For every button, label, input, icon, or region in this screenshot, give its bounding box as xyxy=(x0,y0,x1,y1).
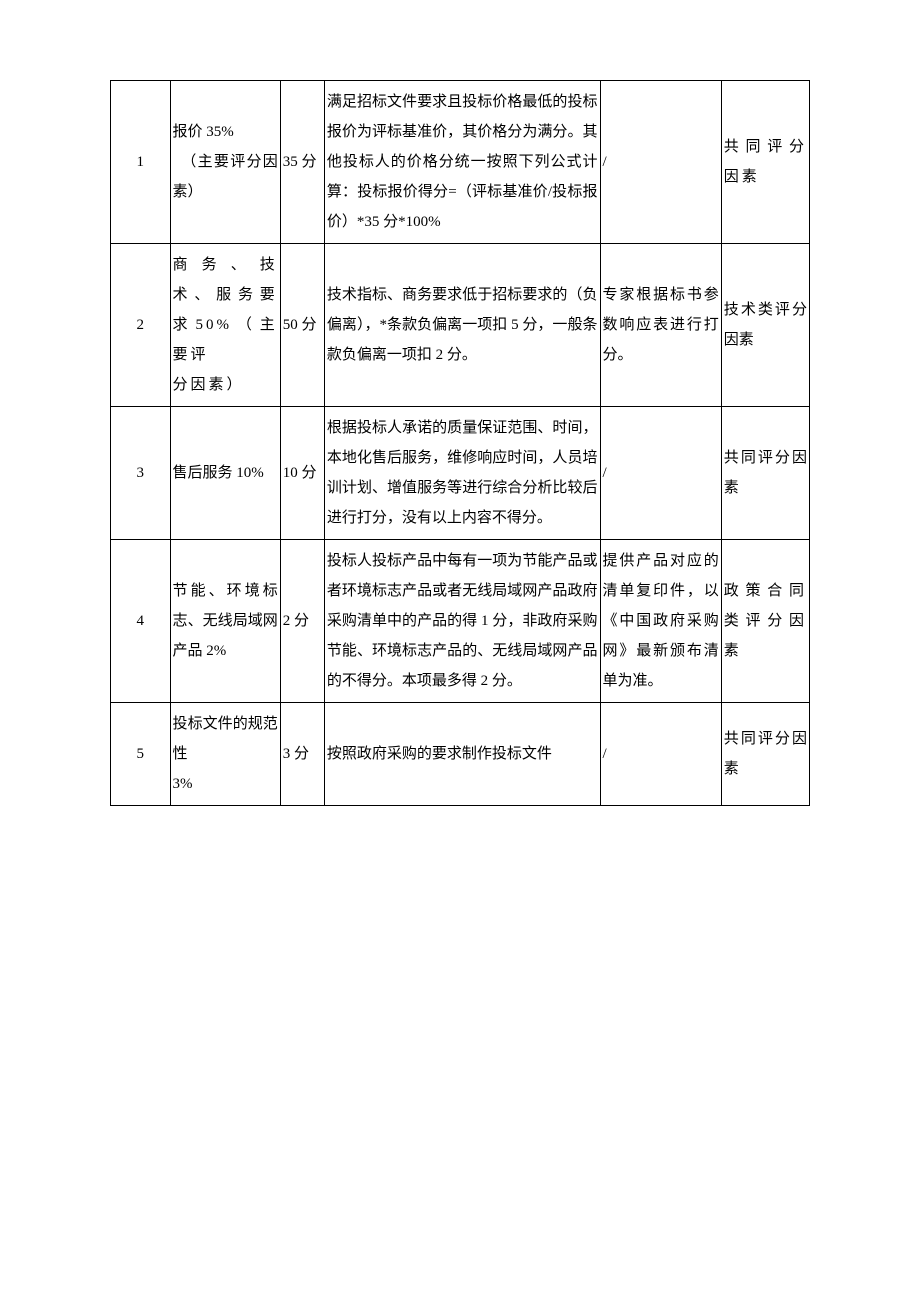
row-desc: 技术指标、商务要求低于招标要求的（负偏离），*条款负偏离一项扣 5 分，一般条款… xyxy=(324,244,600,407)
row-num: 2 xyxy=(111,244,171,407)
row-desc: 根据投标人承诺的质量保证范围、时间，本地化售后服务，维修响应时间，人员培训计划、… xyxy=(324,407,600,540)
row-desc: 投标人投标产品中每有一项为节能产品或者环境标志产品或者无线局域网产品政府采购清单… xyxy=(324,540,600,703)
row-item: 报价 35% （主要评分因素） xyxy=(170,81,280,244)
scoring-criteria-table: 1 报价 35% （主要评分因素） 35 分 满足招标文件要求且投标价格最低的投… xyxy=(110,80,810,806)
table-row: 3 售后服务 10% 10 分 根据投标人承诺的质量保证范围、时间，本地化售后服… xyxy=(111,407,810,540)
row-num: 4 xyxy=(111,540,171,703)
row-basis: / xyxy=(600,407,721,540)
row-category: 政策合同类评分因素 xyxy=(721,540,809,703)
row-category: 技术类评分因素 xyxy=(721,244,809,407)
row-category: 共同评分因素 xyxy=(721,81,809,244)
row-score: 50 分 xyxy=(280,244,324,407)
row-item: 投标文件的规范性3% xyxy=(170,703,280,806)
row-desc: 按照政府采购的要求制作投标文件 xyxy=(324,703,600,806)
table-body: 1 报价 35% （主要评分因素） 35 分 满足招标文件要求且投标价格最低的投… xyxy=(111,81,810,806)
row-category: 共同评分因素 xyxy=(721,703,809,806)
row-basis: / xyxy=(600,703,721,806)
table-row: 4 节能、环境标志、无线局域网产品 2% 2 分 投标人投标产品中每有一项为节能… xyxy=(111,540,810,703)
row-desc: 满足招标文件要求且投标价格最低的投标报价为评标基准价，其价格分为满分。其他投标人… xyxy=(324,81,600,244)
row-basis: 专家根据标书参数响应表进行打分。 xyxy=(600,244,721,407)
row-basis: / xyxy=(600,81,721,244)
row-score: 35 分 xyxy=(280,81,324,244)
row-basis: 提供产品对应的清单复印件，以《中国政府采购网》最新颁布清单为准。 xyxy=(600,540,721,703)
row-score: 3 分 xyxy=(280,703,324,806)
row-item: 节能、环境标志、无线局域网产品 2% xyxy=(170,540,280,703)
row-score: 2 分 xyxy=(280,540,324,703)
row-item: 售后服务 10% xyxy=(170,407,280,540)
table-row: 1 报价 35% （主要评分因素） 35 分 满足招标文件要求且投标价格最低的投… xyxy=(111,81,810,244)
table-row: 2 商务、技术、服务要求50%（主要评分因素） 50 分 技术指标、商务要求低于… xyxy=(111,244,810,407)
row-category: 共同评分因素 xyxy=(721,407,809,540)
table-row: 5 投标文件的规范性3% 3 分 按照政府采购的要求制作投标文件 / 共同评分因… xyxy=(111,703,810,806)
row-score: 10 分 xyxy=(280,407,324,540)
row-num: 1 xyxy=(111,81,171,244)
row-item: 商务、技术、服务要求50%（主要评分因素） xyxy=(170,244,280,407)
row-num: 5 xyxy=(111,703,171,806)
row-num: 3 xyxy=(111,407,171,540)
